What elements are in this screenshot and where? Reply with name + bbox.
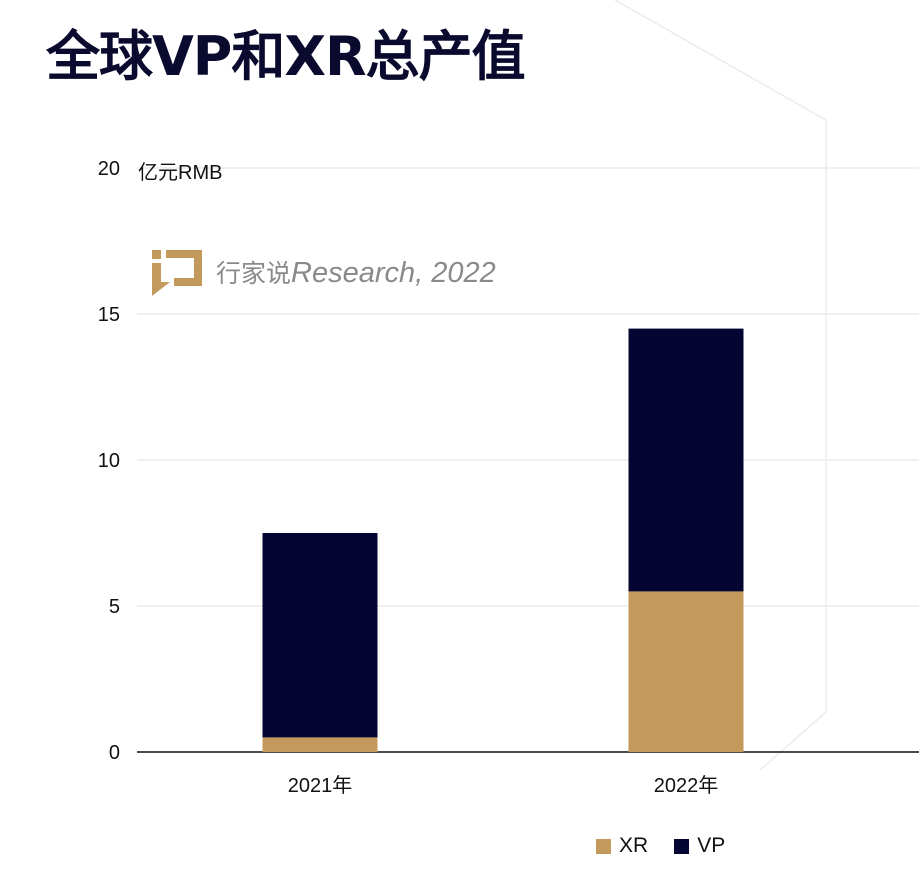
bar-xr-2021年 [262,737,378,752]
bar-xr-2022年 [628,591,744,752]
y-tick-label: 5 [109,596,120,618]
watermark: 行家说Research, 2022 [150,248,496,296]
y-tick-label: 20 [98,158,120,180]
legend-item-xr: XR [596,834,648,858]
legend-item-vp: VP [674,834,725,858]
bar-vp-2021年 [262,533,378,738]
y-tick-label: 0 [109,742,120,764]
bar-vp-2022年 [628,328,744,592]
y-axis-label: 亿元RMB [138,162,223,184]
legend-swatch-xr [596,838,611,854]
x-tick-label: 2021年 [288,774,353,797]
legend: XR VP [596,834,725,858]
watermark-cn: 行家说 [216,259,292,288]
decorative-lines [614,0,827,771]
logo-icon [152,250,202,296]
x-tick-label: 2022年 [654,774,719,797]
y-tick-label: 10 [98,450,120,472]
page-title: 全球VP和XR总产值 [46,25,526,88]
watermark-en: Research, 2022 [291,257,496,289]
y-tick-label: 15 [98,304,120,326]
legend-swatch-vp [674,838,690,854]
